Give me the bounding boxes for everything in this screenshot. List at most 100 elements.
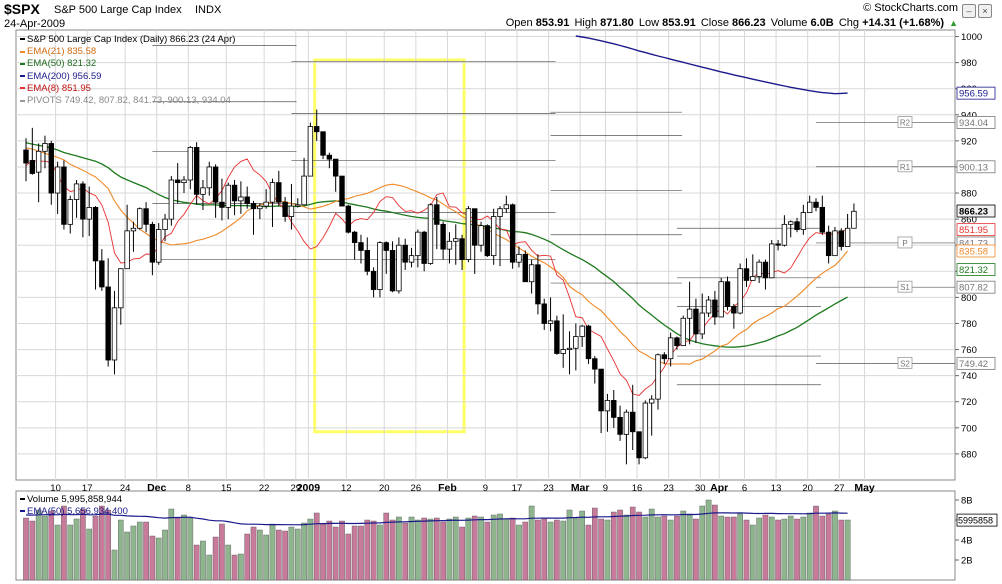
candle: [29, 127, 36, 175]
volume-bar: [579, 510, 585, 581]
volume-bar: [61, 505, 67, 581]
volume-bar: [111, 549, 118, 581]
candle: [257, 203, 263, 220]
volume-bar: [313, 512, 320, 581]
candle: [611, 390, 617, 428]
candle-body-down: [541, 303, 547, 324]
candle: [105, 258, 111, 367]
x-tick-label: 22: [259, 483, 270, 494]
candle: [794, 217, 800, 233]
candle-body-up: [118, 268, 124, 309]
y-tick-label: 860: [961, 215, 977, 226]
volume-bar: [813, 505, 819, 581]
candle-body-down: [472, 208, 478, 246]
candle-body-down: [92, 206, 99, 262]
candle-body-up: [497, 208, 503, 217]
volume-bar: [554, 519, 560, 581]
volume-bar: [655, 516, 661, 581]
candle-body-up: [67, 199, 73, 225]
candle-body-up: [503, 204, 510, 210]
candle: [231, 180, 238, 216]
candle-body-down: [693, 308, 699, 335]
candle-body-down: [212, 166, 219, 203]
candle: [832, 226, 838, 257]
candle: [579, 324, 585, 347]
volume-bar: [269, 524, 276, 581]
volume-bar: [490, 514, 497, 581]
candle-body-down: [48, 143, 54, 194]
open-value: 853.91: [535, 17, 570, 29]
candle: [396, 237, 402, 294]
candle-body-down: [459, 238, 465, 260]
volume-bar: [212, 536, 219, 581]
x-tick-label: May: [854, 482, 875, 494]
candle: [320, 131, 326, 160]
candle: [61, 160, 67, 230]
candle: [48, 140, 54, 205]
close-icon[interactable]: ×: [978, 4, 992, 18]
y-tick-label: 920: [961, 136, 977, 147]
candle: [250, 200, 257, 235]
minimize-icon[interactable]: –: [962, 4, 976, 18]
pivot-label: P: [902, 239, 907, 248]
candle-body-up: [124, 230, 130, 270]
candle: [124, 204, 130, 270]
volume-bar: [636, 511, 642, 581]
candle-body-up: [238, 196, 244, 202]
pivot-label-box: [897, 236, 913, 249]
volume-bar: [92, 515, 99, 581]
volume-bar: [124, 531, 130, 581]
candle-body-up: [453, 238, 459, 242]
candle-body-down: [80, 183, 86, 220]
candle-body-up: [206, 166, 212, 189]
y-tick-label: 760: [961, 345, 977, 356]
candle: [206, 161, 212, 196]
volume-bar: [427, 518, 434, 581]
candle-body-up: [181, 179, 187, 184]
candle-body-up: [851, 210, 857, 229]
x-tick-label: 9: [603, 483, 608, 494]
candle-body-down: [509, 204, 516, 263]
candle: [326, 152, 333, 169]
candle-body-up: [516, 253, 522, 263]
candle: [73, 180, 80, 218]
candle: [762, 259, 769, 290]
legend-swatch: [20, 99, 25, 102]
candle: [522, 250, 528, 283]
value-label: 807.82: [959, 283, 988, 294]
x-tick-label: 17: [82, 483, 93, 494]
x-tick-label: 24: [120, 483, 131, 494]
candle-body-down: [193, 146, 200, 195]
volume-bar: [282, 530, 288, 581]
candle: [775, 240, 781, 251]
candle-body-up: [478, 225, 484, 246]
exchange-code: INDX: [195, 4, 222, 16]
volume-bar: [231, 554, 238, 581]
volume-bar: [351, 525, 358, 581]
candle-body-down: [484, 225, 491, 257]
volume-bar: [200, 540, 206, 581]
candle: [503, 195, 510, 213]
volume-bar: [598, 518, 604, 581]
candle: [788, 220, 794, 238]
volume-y-tick-label: 4B: [961, 536, 973, 547]
candle-body-up: [42, 143, 48, 152]
candle-body-down: [743, 268, 750, 281]
volume-label: Volume: [770, 17, 808, 29]
volume-bar: [737, 513, 743, 581]
candle-body-down: [276, 182, 282, 203]
candle: [402, 238, 408, 270]
candle: [92, 206, 99, 290]
candle-body-up: [718, 281, 724, 318]
volume-bar: [370, 520, 377, 581]
x-tick-label: 9: [483, 483, 488, 494]
legend-swatch: [20, 50, 25, 53]
value-label-box: [956, 116, 996, 129]
x-tick-label: 27: [834, 483, 845, 494]
candle-body-up: [137, 208, 143, 229]
candle: [800, 204, 807, 235]
y-tick-label: 880: [961, 189, 977, 200]
candle-body-down: [174, 179, 181, 184]
candle: [282, 196, 288, 222]
